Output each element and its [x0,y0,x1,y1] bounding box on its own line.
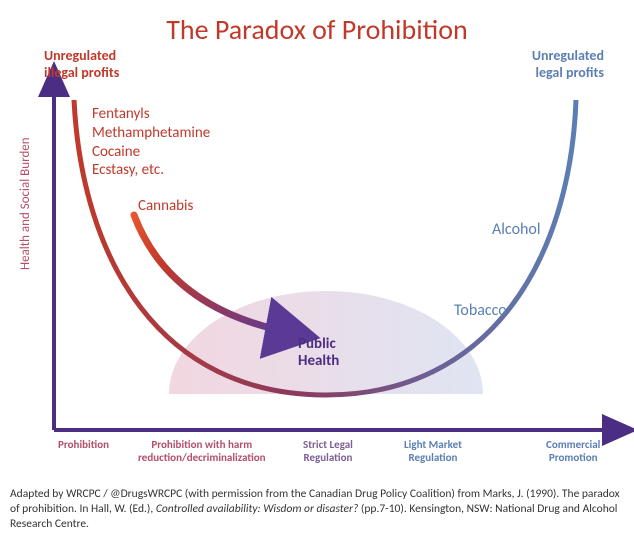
y-axis-label: Health and Social Burden [18,137,33,270]
unregulated-illegal-label: Unregulated illegal profits [44,48,119,82]
tobacco-label: Tobacco [454,301,507,320]
xlabel-commercial: Commercial Promotion [546,438,600,464]
alcohol-label: Alcohol [492,220,541,239]
xlabel-harm-reduction: Prohibition with harm reduction/decrimin… [138,438,266,464]
chart-title: The Paradox of Prohibition [0,12,634,47]
unregulated-legal-label: Unregulated legal profits [532,48,604,82]
public-health-label: Public Health [298,336,339,371]
paradox-chart: The Paradox of Prohibition Unregulated i… [0,0,634,538]
citation-italic: Controlled availability: Wisdom or disas… [156,502,358,516]
cannabis-label: Cannabis [138,197,193,215]
xlabel-strict-legal: Strict Legal Regulation [303,438,353,464]
citation-text: Adapted by WRCPC / @DrugsWRCPC (with per… [10,487,624,532]
xlabel-prohibition: Prohibition [58,438,109,451]
xlabel-light-market: Light Market Regulation [404,438,462,464]
drug-list-label: Fentanyls Methamphetamine Cocaine Ecstas… [92,105,210,180]
